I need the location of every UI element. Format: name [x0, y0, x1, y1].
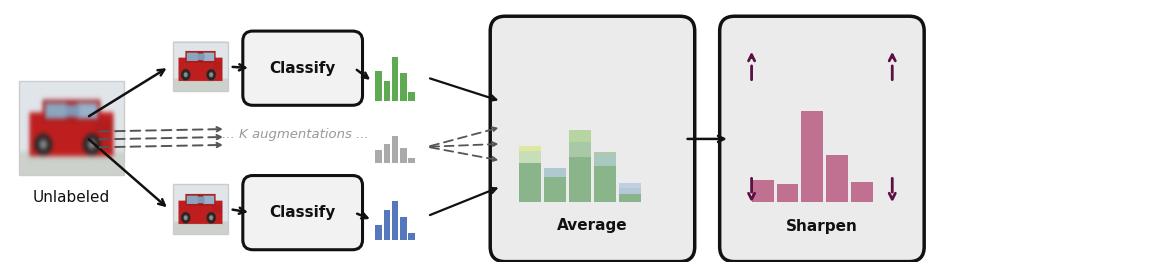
Bar	[173, 184, 228, 234]
Bar	[519, 146, 541, 151]
Text: Classify: Classify	[270, 61, 336, 76]
Bar	[376, 71, 383, 101]
Bar	[20, 80, 124, 175]
Bar	[392, 57, 399, 101]
Bar	[544, 168, 566, 178]
Bar	[173, 42, 228, 92]
Text: ... K augmentations ...: ... K augmentations ...	[222, 128, 369, 141]
Bar	[392, 136, 399, 163]
Bar	[619, 183, 641, 188]
Bar	[777, 184, 799, 202]
Bar	[376, 150, 383, 163]
Bar	[569, 156, 591, 202]
Bar	[400, 217, 407, 240]
Bar	[751, 180, 773, 202]
Bar	[594, 156, 616, 166]
Bar	[400, 148, 407, 163]
Text: Average: Average	[557, 218, 628, 232]
Bar	[408, 233, 414, 240]
Bar	[519, 163, 541, 202]
Bar	[384, 144, 391, 163]
Text: Unlabeled: Unlabeled	[33, 190, 110, 205]
Bar	[569, 130, 591, 142]
Bar	[408, 92, 414, 101]
Bar	[408, 158, 414, 163]
Bar	[519, 151, 541, 163]
Bar	[827, 155, 848, 202]
Bar	[569, 142, 591, 156]
FancyBboxPatch shape	[720, 16, 925, 262]
Bar	[376, 225, 383, 240]
Bar	[594, 152, 616, 156]
FancyBboxPatch shape	[243, 31, 363, 105]
Bar	[400, 73, 407, 101]
FancyBboxPatch shape	[491, 16, 694, 262]
Bar	[851, 183, 873, 202]
Bar	[619, 188, 641, 194]
Bar	[544, 178, 566, 202]
Text: Classify: Classify	[270, 205, 336, 220]
Bar	[801, 111, 823, 202]
Bar	[392, 201, 399, 240]
Bar	[384, 81, 391, 101]
Bar	[594, 166, 616, 202]
Bar	[619, 194, 641, 202]
Text: Sharpen: Sharpen	[786, 220, 858, 235]
FancyBboxPatch shape	[243, 175, 363, 250]
Bar	[384, 210, 391, 240]
